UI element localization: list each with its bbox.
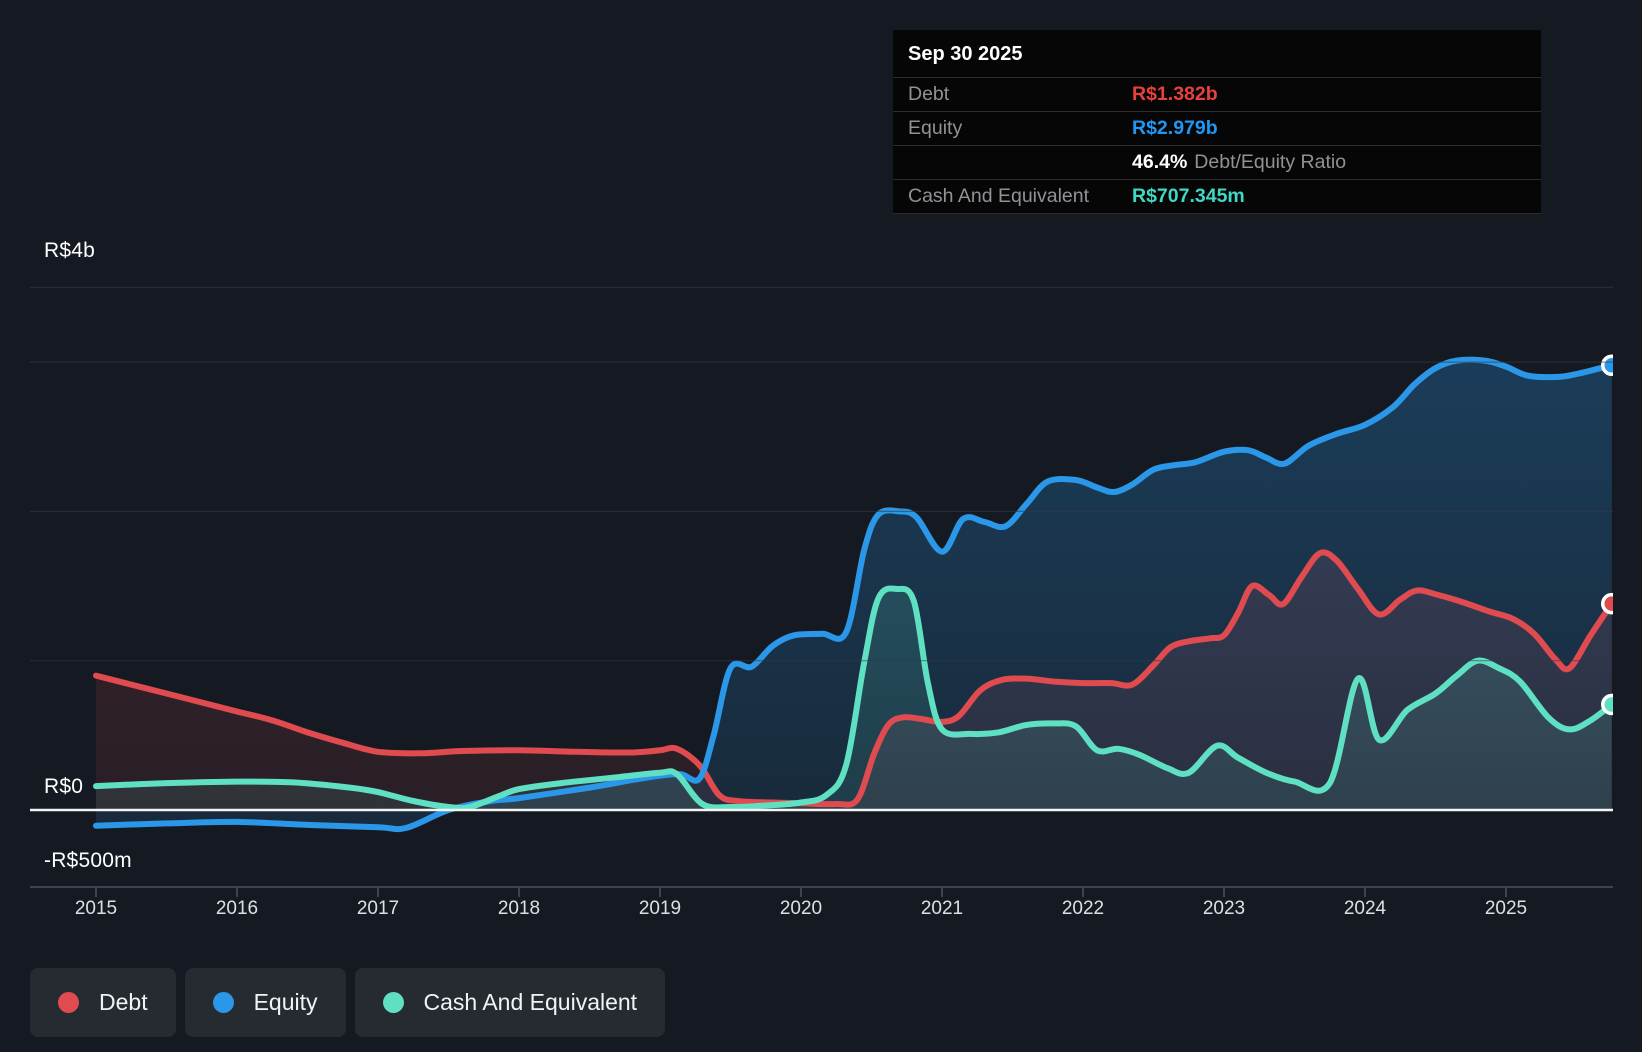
cash-dot-icon xyxy=(382,992,404,1013)
x-axis-label-2020: 2020 xyxy=(779,898,823,919)
legend-label-debt: Debt xyxy=(99,989,148,1015)
cash-value: R$707.345m xyxy=(1132,185,1245,207)
debt-label: Debt xyxy=(908,83,950,105)
x-axis-label-2016: 2016 xyxy=(215,898,259,919)
debt-equity-ratio-value: 46.4% xyxy=(1132,151,1188,173)
equity-label: Equity xyxy=(908,117,963,139)
x-axis-label-2018: 2018 xyxy=(497,898,541,919)
equity-value: R$2.979b xyxy=(1132,117,1218,139)
debt-equity-ratio-label: Debt/Equity Ratio xyxy=(1194,151,1347,173)
legend-item-equity[interactable]: Equity xyxy=(184,968,346,1037)
tooltip-row-equity: Equity R$2.979b xyxy=(893,111,1541,145)
x-axis-label-2015: 2015 xyxy=(74,898,118,919)
legend-item-cash[interactable]: Cash And Equivalent xyxy=(354,968,666,1037)
cash-label: Cash And Equivalent xyxy=(908,185,1090,207)
x-axis-label-2022: 2022 xyxy=(1061,898,1105,919)
x-axis-label-2023: 2023 xyxy=(1202,898,1246,919)
tooltip-row-cash: Cash And Equivalent R$707.345m xyxy=(893,179,1541,214)
legend-label-cash: Cash And Equivalent xyxy=(423,989,638,1015)
y-axis-label-4b: R$4b xyxy=(44,239,96,262)
y-axis-label-0: R$0 xyxy=(44,775,84,798)
tooltip-date: Sep 30 2025 xyxy=(908,43,1023,65)
x-axis-label-2017: 2017 xyxy=(356,898,400,919)
legend-label-equity: Equity xyxy=(253,989,318,1015)
tooltip-row-ratio: 46.4% Debt/Equity Ratio xyxy=(893,145,1541,179)
datapoint-tooltip: Sep 30 2025 Debt R$1.382b Equity R$2.979… xyxy=(893,30,1541,214)
y-axis-label-neg500m: -R$500m xyxy=(44,849,132,872)
tooltip-row-debt: Debt R$1.382b xyxy=(893,77,1541,111)
legend-item-debt[interactable]: Debt xyxy=(30,968,176,1037)
debt-value: R$1.382b xyxy=(1132,83,1218,105)
x-axis-label-2025: 2025 xyxy=(1484,898,1528,919)
x-axis-label-2024: 2024 xyxy=(1343,898,1387,919)
equity-dot-icon xyxy=(212,992,234,1013)
x-axis-label-2021: 2021 xyxy=(920,898,964,919)
debt-dot-icon xyxy=(58,992,79,1013)
chart-legend: Debt Equity Cash And Equivalent xyxy=(30,968,666,1037)
x-axis-label-2019: 2019 xyxy=(638,898,682,919)
